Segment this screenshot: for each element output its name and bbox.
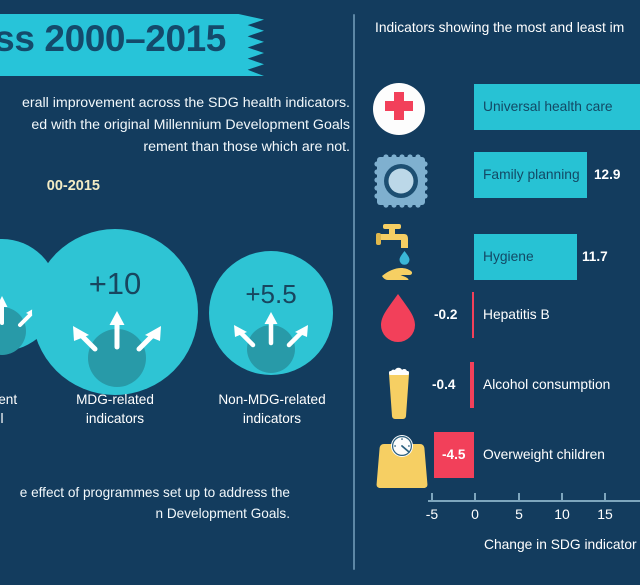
axis-tick-label: 15 <box>597 506 613 522</box>
bubble-caption-non-mdg: Non-MDG-related indicators <box>208 390 336 428</box>
right-panel: Indicators showing the most and least im… <box>354 0 640 585</box>
axis-tick-label: 0 <box>471 506 479 522</box>
caption-line: l <box>0 411 4 426</box>
bar-label: Overweight children <box>483 447 605 462</box>
caption-line: Non-MDG-related <box>218 392 326 407</box>
bubble-non-mdg-related: +5.5 <box>209 251 333 375</box>
axis-line <box>428 500 640 502</box>
bar-value-overweight-children: -4.5 <box>442 447 466 462</box>
axis-title: Change in SDG indicator <box>484 537 637 552</box>
bar-universal-health-care: Universal health care <box>474 84 640 130</box>
bathroom-scale-icon <box>376 435 428 488</box>
bar-value-hepatitis-b: -0.2 <box>434 307 458 322</box>
bar-alcohol-consumption <box>470 362 474 408</box>
bar-value-alcohol-consumption: -0.4 <box>432 377 456 392</box>
intro-line-3: rement than those which are not. <box>143 139 350 155</box>
axis-tick-label: 10 <box>554 506 570 522</box>
footnote-line-1: e effect of programmes set up to address… <box>19 485 290 500</box>
bar-label: Hepatitis B <box>483 307 550 322</box>
panel-divider <box>353 14 355 570</box>
axis-tick <box>561 493 563 501</box>
blood-drop-icon <box>381 294 415 342</box>
axis-tick-label: -5 <box>425 506 439 522</box>
icon-slot <box>372 220 430 286</box>
bar-value-hygiene: 11.7 <box>582 249 608 264</box>
bubble-arrows-icon <box>73 311 161 352</box>
bubble-mdg-related: +10 <box>32 229 198 395</box>
page-title: ss 2000–2015 <box>0 18 226 59</box>
chart-heading: Indicators showing the most and least im <box>375 20 625 35</box>
axis-tick <box>431 493 433 501</box>
red-cross-icon <box>373 83 425 135</box>
icon-slot <box>372 152 430 210</box>
caption-line: indicators <box>85 411 145 426</box>
bar-hygiene: Hygiene <box>474 234 577 280</box>
caption-line: indicators <box>242 411 302 426</box>
intro-line-2: ed with the original Millennium Developm… <box>31 117 350 133</box>
bar-label: Alcohol consumption <box>483 377 611 392</box>
axis-tick <box>474 493 476 501</box>
left-panel: ss 2000–2015 erall improvement across th… <box>0 14 352 524</box>
tap-handwash-icon <box>376 224 413 280</box>
bar-hepatitis-b <box>472 292 474 338</box>
title-ribbon-shape <box>0 14 264 76</box>
axis-tick <box>604 493 606 501</box>
bar-label: Hygiene <box>483 249 534 264</box>
icon-slot <box>373 432 431 490</box>
icon-slot <box>372 82 430 140</box>
bubble-value-mdg: +10 <box>88 266 142 301</box>
bar-value-family-planning: 12.9 <box>594 167 621 182</box>
footnote-line-2: n Development Goals. <box>155 506 291 521</box>
condom-packet-icon <box>374 154 428 208</box>
icon-slot <box>378 362 436 420</box>
bubble-caption-all: ment l <box>0 390 72 428</box>
bubble-value-non-mdg: +5.5 <box>245 279 297 309</box>
bubble-caption-mdg: MDG-related indicators <box>45 390 185 428</box>
beer-glass-icon <box>389 367 409 419</box>
intro-paragraph: erall improvement across the SDG health … <box>0 92 352 158</box>
axis-tick-label: 5 <box>515 506 523 522</box>
bar-family-planning: Family planning <box>474 152 587 198</box>
chart-x-axis: -5 0 5 10 15 <box>354 493 640 540</box>
bar-label: Family planning <box>483 167 580 182</box>
caption-line: MDG-related <box>76 392 154 407</box>
icon-slot <box>376 292 434 350</box>
axis-tick <box>518 493 520 501</box>
bar-overweight-children: -4.5 <box>434 432 474 478</box>
bubble-arrows-icon <box>234 312 308 348</box>
section-subtitle: 00-2015 <box>46 178 100 194</box>
footnote-paragraph: e effect of programmes set up to address… <box>0 482 290 524</box>
caption-line: ment <box>0 392 18 407</box>
intro-line-1: erall improvement across the SDG health … <box>21 95 350 111</box>
bar-label: Universal health care <box>483 99 613 114</box>
